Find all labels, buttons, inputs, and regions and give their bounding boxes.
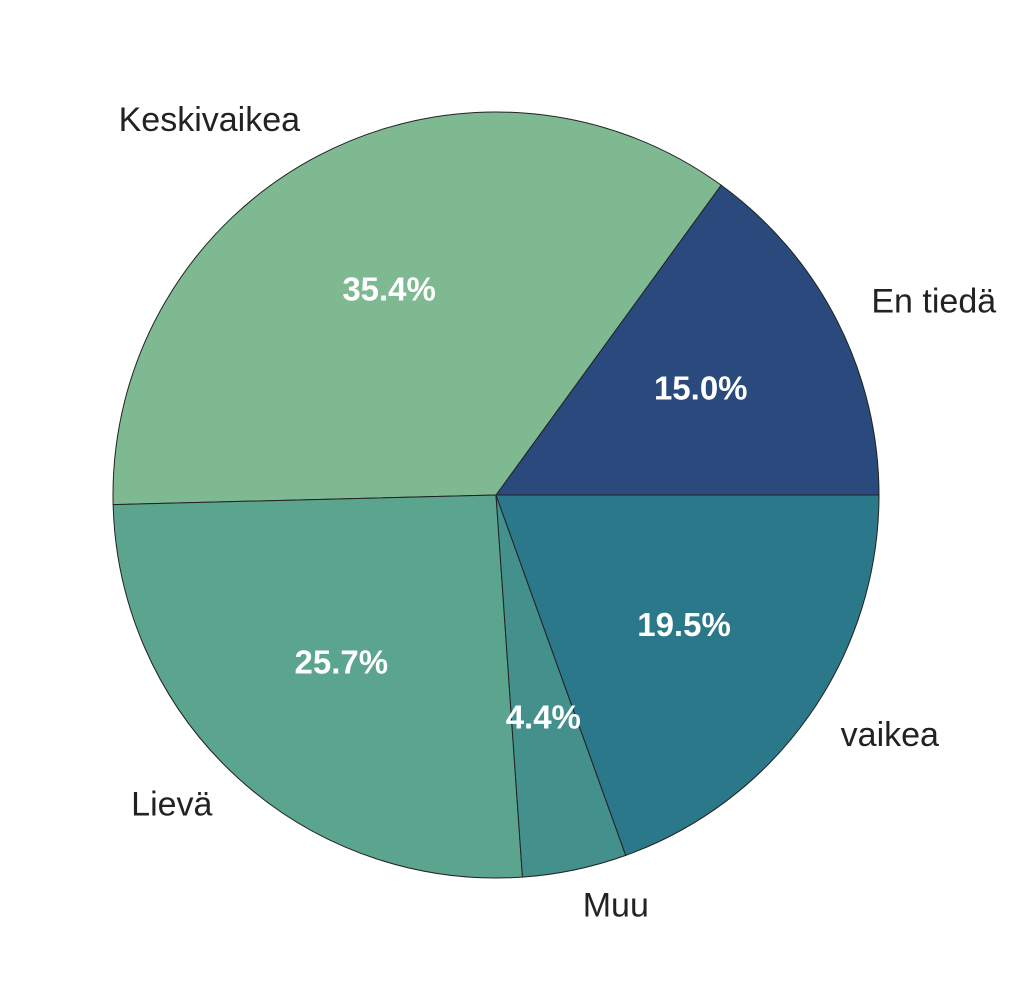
percent-label: 15.0% xyxy=(654,369,748,406)
percent-label: 35.4% xyxy=(342,270,436,307)
percent-label: 25.7% xyxy=(295,644,389,681)
percent-label: 19.5% xyxy=(637,606,731,643)
category-label: En tiedä xyxy=(871,283,996,321)
slice xyxy=(112,494,523,879)
category-label: Keskivaikea xyxy=(119,101,301,139)
category-label: vaikea xyxy=(841,716,939,754)
category-label: Muu xyxy=(583,886,649,924)
slice xyxy=(495,494,880,856)
slice xyxy=(112,111,722,506)
slice xyxy=(495,184,880,496)
percent-label: 4.4% xyxy=(506,699,581,736)
category-label: Lievä xyxy=(131,786,212,824)
